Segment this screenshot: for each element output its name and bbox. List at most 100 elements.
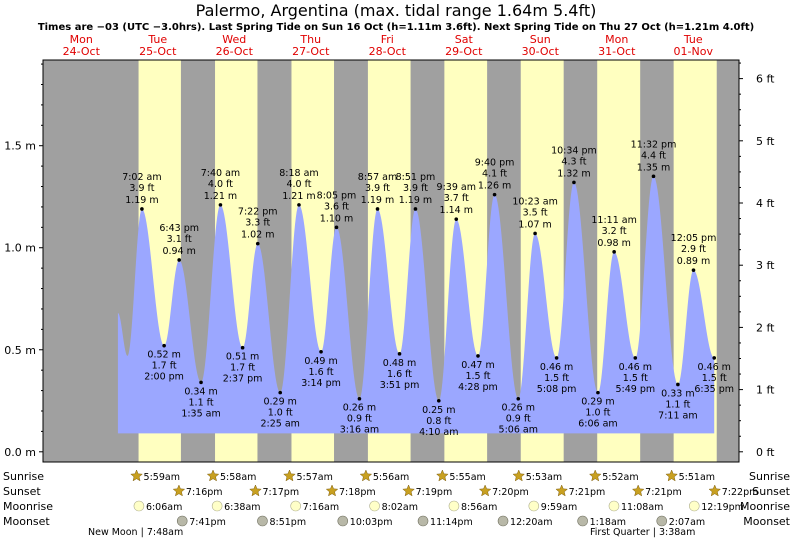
sunset-icon <box>555 484 568 497</box>
high-tide-feet: 3.9 ft <box>129 183 154 194</box>
low-tide-meters: 0.46 m <box>698 362 731 373</box>
day-date: 01-Nov <box>674 45 714 58</box>
sunset-icon <box>172 484 186 497</box>
tide-extreme-dot <box>177 258 181 262</box>
day-headers: Mon24-OctTue25-OctWed26-OctThu27-OctFri2… <box>63 33 714 58</box>
tide-curve-layer <box>117 176 715 434</box>
high-tide-meters: 1.14 m <box>440 205 473 216</box>
low-tide-time: 1:35 am <box>181 408 220 419</box>
low-tide-time: 3:16 am <box>340 425 379 436</box>
moonset-time: 8:51pm <box>269 517 306 528</box>
low-tide-time: 5:49 pm <box>615 384 655 395</box>
day-date: 29-Oct <box>445 45 483 58</box>
low-tide-time: 2:25 am <box>260 419 299 430</box>
day-name: Thu <box>299 33 321 46</box>
y-left-tick-label: 0.5 m <box>4 344 36 357</box>
sunset-icon <box>478 484 492 497</box>
high-tide-meters: 1.07 m <box>518 219 551 230</box>
high-tide-feet: 2.9 ft <box>681 244 706 255</box>
tide-extreme-dot <box>492 192 497 197</box>
high-tide-feet: 3.5 ft <box>523 207 548 218</box>
tide-extreme-dot <box>596 390 600 395</box>
low-tide-feet: 1.7 ft <box>230 363 255 374</box>
sunrise-time: 5:53am <box>526 472 562 483</box>
day-date: 24-Oct <box>63 45 101 58</box>
sunset-icon <box>325 484 339 497</box>
day-name: Sat <box>455 33 474 46</box>
chart-title: Palermo, Argentina (max. tidal range 1.6… <box>196 1 597 20</box>
y-right-tick-label: 0 ft <box>756 446 775 459</box>
sunrise-icon <box>359 469 373 482</box>
moonrise-time: 6:06am <box>146 502 182 513</box>
day-name: Mon <box>605 33 628 46</box>
low-tide-meters: 0.52 m <box>147 350 180 361</box>
high-tide-time: 7:40 am <box>201 168 240 179</box>
low-tide-meters: 0.46 m <box>540 362 573 373</box>
tide-labels: 7:02 am3.9 ft1.19 m0.52 m1.7 ft2:00 pm6:… <box>122 139 734 437</box>
low-tide-feet: 0.9 ft <box>506 414 531 425</box>
high-tide-time: 11:11 am <box>591 215 636 226</box>
row-label-right: Sunset <box>752 485 790 498</box>
high-tide-feet: 4.0 ft <box>286 179 311 190</box>
low-tide-meters: 0.25 m <box>422 405 455 416</box>
sunrise-time: 5:59am <box>144 472 180 483</box>
moonrise-time: 9:59am <box>541 502 577 513</box>
y-right-tick-label: 4 ft <box>756 197 775 210</box>
high-tide-feet: 4.4 ft <box>641 150 666 161</box>
low-tide-meters: 0.46 m <box>619 362 652 373</box>
high-tide-feet: 3.6 ft <box>324 201 349 212</box>
low-tide-time: 4:28 pm <box>458 382 498 393</box>
high-tide-time: 8:51 pm <box>396 172 436 183</box>
high-tide-time: 8:18 am <box>279 168 318 179</box>
high-tide-meters: 1.21 m <box>204 191 237 202</box>
low-tide-time: 4:10 am <box>419 427 458 438</box>
day-name: Fri <box>381 33 394 46</box>
low-tide-meters: 0.34 m <box>184 386 217 397</box>
sunrise-icon <box>512 469 526 482</box>
chart-subtitle: Times are −03 (UTC −3.0hrs). Last Spring… <box>38 22 754 33</box>
high-tide-time: 12:05 pm <box>671 233 717 244</box>
low-tide-feet: 1.6 ft <box>387 369 412 380</box>
moonset-icon <box>176 515 188 527</box>
tide-extreme-dot <box>140 207 144 211</box>
high-tide-time: 6:43 pm <box>159 223 199 234</box>
moonset-icon <box>257 515 268 527</box>
high-tide-meters: 1.21 m <box>282 191 315 202</box>
tide-extreme-dot <box>218 203 223 207</box>
sunset-time: 7:20pm <box>492 487 529 498</box>
moonrise-time: 12:19pm <box>701 502 744 513</box>
tide-extreme-dot <box>612 250 616 254</box>
sunset-time: 7:17pm <box>262 487 299 498</box>
tide-extreme-dot <box>712 356 717 360</box>
sunset-time: 7:18pm <box>339 487 376 498</box>
moonrise-icon <box>528 500 540 512</box>
moonset-icon <box>417 515 429 527</box>
sunrise-icon <box>283 469 296 482</box>
low-tide-feet: 1.5 ft <box>544 373 569 384</box>
low-tide-feet: 1.7 ft <box>152 361 177 372</box>
y-right-tick-label: 2 ft <box>756 321 775 334</box>
low-tide-time: 6:06 am <box>578 419 617 430</box>
tide-extreme-dot <box>297 203 301 207</box>
moonset-time: 7:41pm <box>189 517 226 528</box>
high-tide-feet: 4.1 ft <box>482 169 507 180</box>
y-right-tick-label: 5 ft <box>756 135 775 148</box>
moonset-icon <box>656 515 668 527</box>
low-tide-feet: 1.1 ft <box>665 399 690 410</box>
low-tide-feet: 1.5 ft <box>623 373 648 384</box>
sunset-icon <box>249 484 262 497</box>
y-right-tick-label: 1 ft <box>756 384 775 397</box>
tide-extreme-dot <box>375 207 380 211</box>
high-tide-feet: 3.9 ft <box>403 183 428 194</box>
row-label-right: Sunrise <box>749 470 790 483</box>
moonrise-time: 8:56am <box>461 502 497 513</box>
tide-extreme-dot <box>651 174 656 179</box>
high-tide-time: 9:40 pm <box>475 158 515 169</box>
sunset-time: 7:16pm <box>186 487 223 498</box>
high-tide-feet: 4.3 ft <box>561 156 586 167</box>
high-tide-time: 7:02 am <box>122 172 161 183</box>
day-name: Sun <box>530 33 551 46</box>
tide-extreme-dot <box>533 231 537 236</box>
moonrise-time: 6:38am <box>224 502 260 513</box>
